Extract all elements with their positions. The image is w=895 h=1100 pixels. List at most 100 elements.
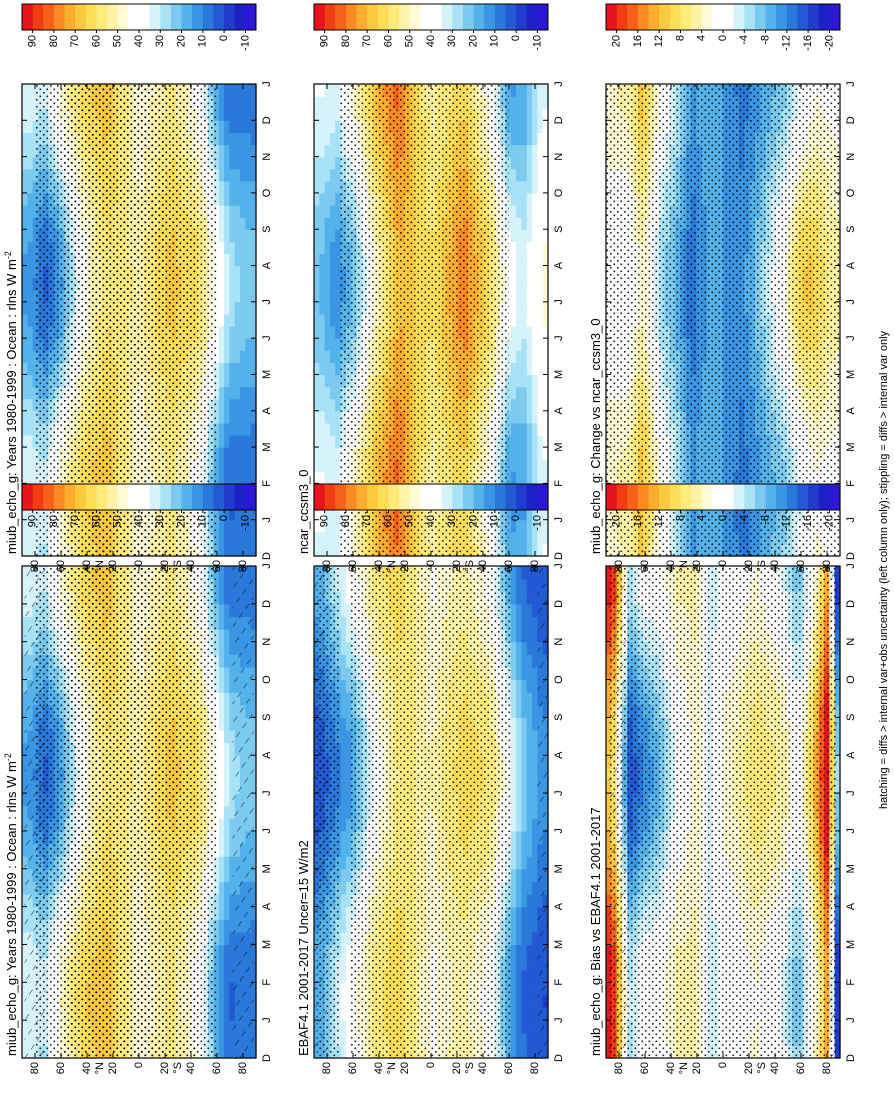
heatmap-cell [218,1045,225,1059]
heatmap-cell [510,591,517,605]
heatmap-cell [516,666,523,681]
heatmap-cell [218,856,225,870]
heatmap-cell [532,578,538,592]
heatmap-cell [510,692,517,706]
heatmap-cell [229,767,236,782]
heatmap-cell [516,591,523,605]
month-tick-label: A [553,902,565,910]
stipple-region [350,566,512,1058]
heatmap-cell [224,830,231,845]
heatmap-cell [250,1007,257,1021]
heatmap-cell [516,1032,523,1046]
heatmap-cell [250,767,257,782]
heatmap-cell [218,629,225,643]
heatmap-cell [250,730,257,744]
heatmap-cell [345,704,352,718]
heatmap-cell [218,1020,225,1034]
heatmap-cell [218,957,225,971]
heatmap-cell [521,856,528,870]
heatmap-cell [532,818,538,832]
heatmap-cell [229,780,236,794]
heatmap-cell [510,982,517,996]
heatmap-cell [510,730,517,744]
heatmap-cell [229,1045,236,1059]
heatmap-cell [521,805,528,819]
heatmap-cell [526,856,533,870]
heatmap-cell [224,755,231,769]
heatmap-cell [532,931,538,946]
heatmap-cell [532,730,538,744]
heatmap-cell [229,1020,236,1034]
heatmap-cell [526,1032,533,1046]
heatmap-cell [250,591,257,605]
heatmap-cell [526,629,533,643]
heatmap-cell [218,566,225,580]
lat-tick-label: 80 [29,1062,41,1074]
heatmap-cell [510,969,517,983]
heatmap-cell [340,578,347,592]
heatmap-cell [526,957,533,971]
heatmap-cell [521,969,528,983]
heatmap-cell [340,994,347,1009]
heatmap-cell [345,666,352,681]
month-tick-label: D [553,600,565,608]
heatmap-cell [229,730,236,744]
heatmap-cell [229,843,236,857]
heatmap-cell [250,793,257,807]
heatmap-cell [340,616,347,630]
heatmap-cell [224,780,231,794]
heatmap-cell [218,805,225,819]
heatmap-cell [526,641,533,655]
heatmap-cell [229,982,236,996]
heatmap-cell [250,704,257,718]
heatmap-cell [516,629,523,643]
heatmap-cell [345,1045,352,1059]
heatmap-cell [516,830,523,845]
heatmap-cell [526,603,533,618]
month-tick-label: F [261,979,273,986]
heatmap-cell [218,843,225,857]
heatmap-cell [229,793,236,807]
heatmap-cell [224,881,231,895]
heatmap-cell [340,566,347,580]
month-tick-label: M [553,864,565,873]
heatmap-cell [521,830,528,845]
heatmap-cell [510,666,517,681]
heatmap-cell [218,906,225,920]
heatmap-cell [521,906,528,920]
heatmap-cell [516,780,523,794]
heatmap-cell [224,578,231,592]
month-tick-label: D [553,1054,565,1062]
heatmap-cell [510,957,517,971]
heatmap-cell [340,603,347,618]
heatmap-cell [224,843,231,857]
heatmap-cell [224,603,231,618]
heatmap-cell [229,679,236,693]
heatmap-cell [510,616,517,630]
heatmap-cell [229,742,236,756]
heatmap-cell [532,767,538,782]
heatmap-cell [218,641,225,655]
heatmap-cell [510,780,517,794]
heatmap-cell [218,1007,225,1021]
heatmap-cell [218,780,225,794]
heatmap-cell [229,654,236,668]
heatmap-cell [229,629,236,643]
month-tick-label: J [553,828,565,834]
heatmap-cell [516,692,523,706]
heatmap-cell [229,881,236,895]
heatmap-cell [218,830,225,845]
heatmap-cell [229,578,236,592]
heatmap-cell [532,629,538,643]
heatmap-cell [340,666,347,681]
heatmap-cell [218,755,225,769]
heatmap-cell [526,730,533,744]
heatmap-cell [510,931,517,946]
heatmap-cell [345,692,352,706]
heatmap-cell [345,654,352,668]
heatmap-cell [516,805,523,819]
heatmap-cell [250,666,257,681]
heatmap-cell [250,881,257,895]
heatmap-cell [250,894,257,908]
heatmap-cell [526,755,533,769]
